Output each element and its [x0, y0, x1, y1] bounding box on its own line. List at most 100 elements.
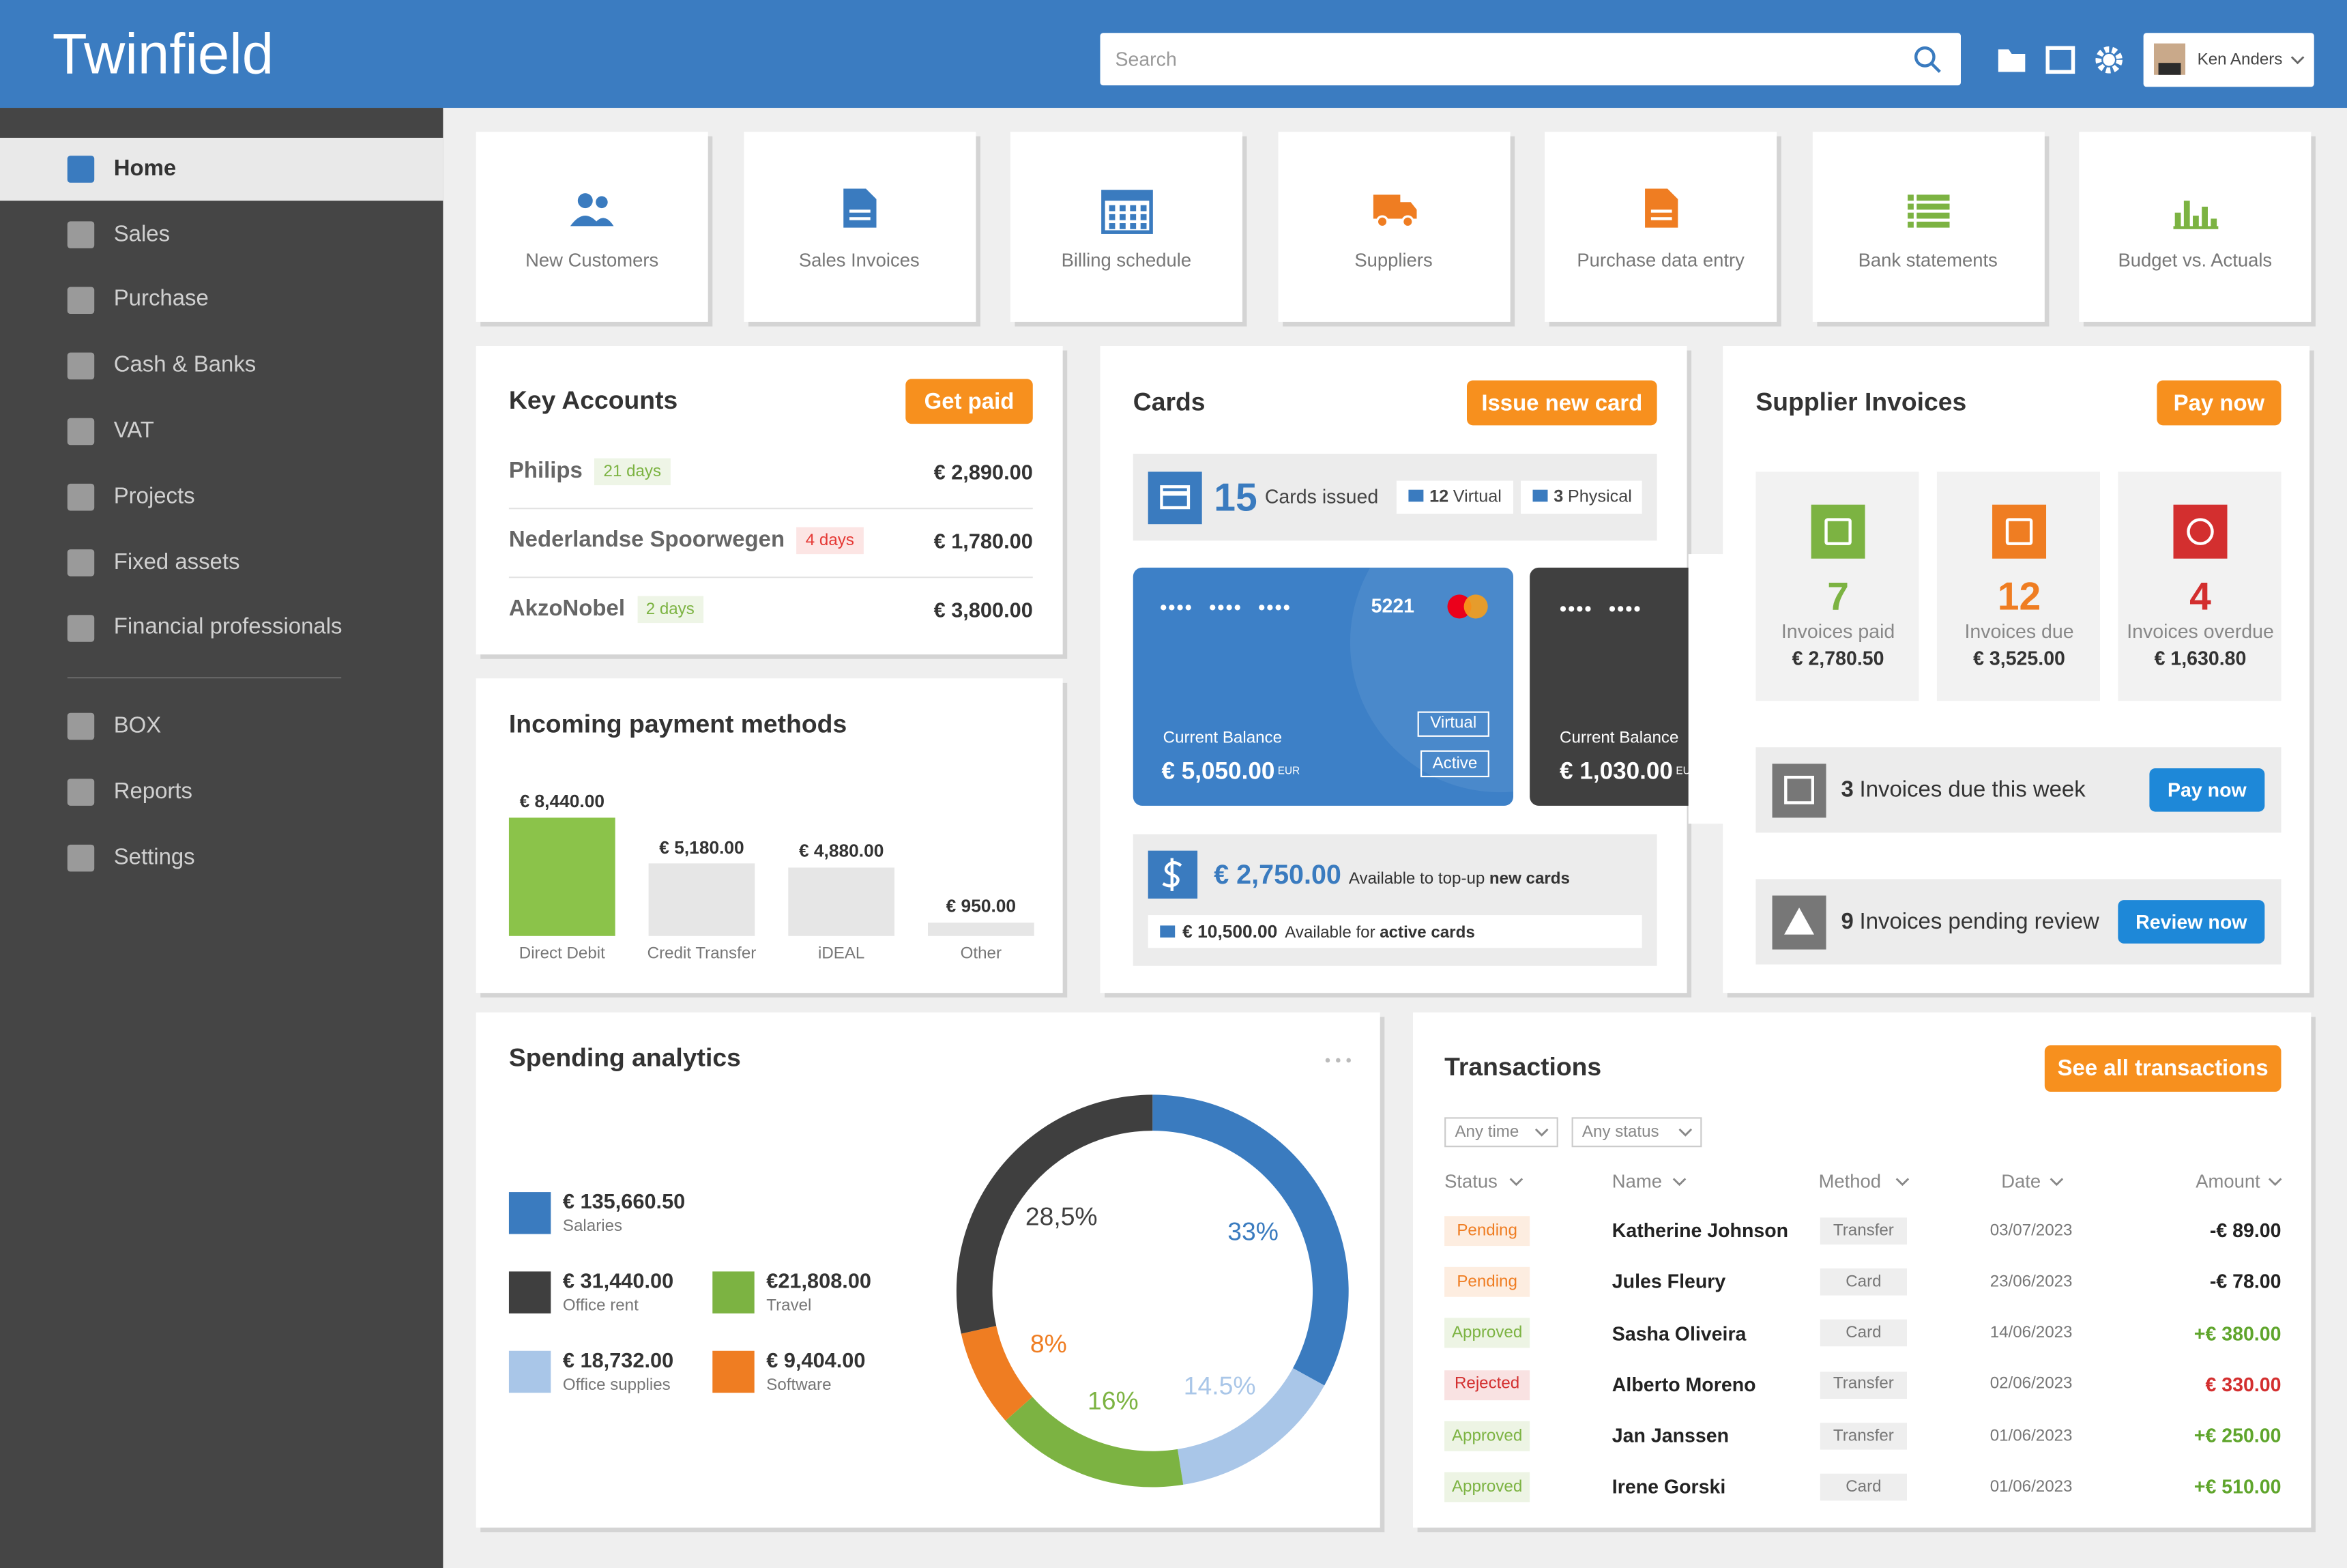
icon-part [1103, 191, 1152, 201]
donut-label: 16% [1087, 1386, 1139, 1415]
legend-label: Travel [766, 1296, 812, 1315]
panel-title: Supplier Invoices [1755, 388, 1967, 417]
shortcut-label[interactable]: Billing schedule [1061, 250, 1192, 272]
legend-swatch [508, 1271, 551, 1313]
bar-category-label: Direct Debit [519, 944, 605, 963]
sidebar-item[interactable]: Settings [113, 844, 195, 870]
account-name: Nederlandse Spoorwegen [508, 527, 785, 553]
active-amount: € 10,500.00 [1182, 920, 1278, 942]
topup-label: new cards [1489, 870, 1570, 888]
icon-part [2174, 212, 2181, 228]
row-divider [508, 508, 1033, 510]
account-name: Philips [508, 458, 583, 484]
status-badge: Approved [1451, 1477, 1523, 1496]
stat-amount: € 2,780.50 [1792, 647, 1884, 670]
chevron [2268, 1178, 2282, 1187]
chart-title: Spending analytics [508, 1044, 741, 1073]
bar-category-label: Other [960, 944, 1002, 963]
sidebar-item[interactable]: Reports [113, 778, 192, 804]
method-badge-bg [1820, 1268, 1908, 1296]
sidebar-item[interactable]: Cash & Banks [113, 352, 257, 378]
button[interactable]: Pay now [2149, 768, 2265, 812]
donut-segment [1005, 1397, 1184, 1487]
bar-category-label: Credit Transfer [647, 944, 757, 963]
shortcut-tile[interactable] [1010, 132, 1242, 322]
panel-title: Cards [1133, 388, 1206, 417]
sidebar-item[interactable]: Financial professionals [113, 614, 342, 640]
shortcut-label[interactable]: Purchase data entry [1577, 250, 1745, 272]
stat-icon-glyph [2005, 518, 2033, 545]
column-header[interactable]: Date [2001, 1170, 2041, 1192]
sidebar-item[interactable]: Fixed assets [113, 549, 240, 575]
icon-part [1109, 214, 1116, 220]
shortcut-label[interactable]: Suppliers [1354, 250, 1433, 272]
sidebar-icon [67, 615, 95, 642]
column-header[interactable]: Status [1444, 1170, 1498, 1192]
shortcut-label[interactable]: Sales Invoices [798, 250, 920, 272]
filter-dropdown[interactable] [1571, 1117, 1702, 1148]
stat-count: 7 [1827, 572, 1849, 618]
transaction-date: 01/06/2023 [1989, 1426, 2073, 1445]
chevron [1678, 1128, 1693, 1137]
stat-label: Invoices paid [1781, 620, 1895, 643]
sidebar-icon [67, 221, 95, 248]
shortcut-tile[interactable] [476, 132, 708, 322]
chip-icon [1532, 489, 1548, 502]
inbox-icon [2045, 46, 2075, 74]
column-header[interactable]: Amount [2196, 1170, 2260, 1192]
sidebar-icon [67, 352, 95, 380]
balance: € 5,050.00 [1161, 759, 1275, 785]
column-header[interactable]: Method [1818, 1170, 1882, 1192]
button[interactable]: Issue new card [1467, 380, 1657, 426]
legend-label: Software [766, 1376, 832, 1394]
status-badge: Rejected [1454, 1375, 1520, 1393]
button[interactable]: Review now [2118, 900, 2265, 944]
icon-part [1130, 214, 1137, 220]
status-badge-bg [1444, 1216, 1530, 1247]
icon-part [2211, 218, 2217, 228]
donut-segment [961, 1326, 1033, 1421]
shortcut-label[interactable]: Budget vs. Actuals [2118, 250, 2273, 272]
sidebar-icon [67, 712, 95, 740]
status-badge: Pending [1457, 1221, 1517, 1240]
legend-amount: €21,808.00 [766, 1267, 872, 1292]
cards-count: 15 [1214, 474, 1257, 519]
icon-part [1650, 209, 1672, 213]
more-dot [1346, 1058, 1351, 1063]
active-bar [1148, 915, 1642, 948]
sidebar-item[interactable]: Sales [113, 220, 171, 247]
transaction-amount: € 330.00 [2205, 1373, 2282, 1396]
sidebar-item[interactable]: VAT [113, 418, 154, 444]
status-badge: Approved [1451, 1324, 1523, 1342]
card-balance: € 1,030.00 EUR [1560, 755, 1698, 791]
sidebar-icon [67, 156, 95, 183]
button[interactable]: Pay now [2157, 380, 2282, 426]
icon-part [849, 209, 871, 213]
stat-amount: € 1,630.80 [2154, 647, 2247, 670]
shortcut-label[interactable]: Bank statements [1858, 250, 1998, 272]
icon-part [1916, 194, 1950, 201]
button[interactable]: Get paid [905, 379, 1033, 424]
alert-label: Invoices due this week [1859, 777, 2086, 803]
shortcut-label[interactable]: New Customers [525, 250, 659, 272]
sidebar-item[interactable]: Purchase [113, 286, 209, 313]
chip-icon [1160, 925, 1176, 938]
icon-part [1130, 223, 1137, 229]
sidebar-item[interactable]: BOX [113, 712, 162, 738]
card-brand [1447, 594, 1472, 619]
currency: EUR [1676, 766, 1698, 778]
column-header[interactable]: Name [1612, 1170, 1662, 1192]
legend-amount: € 9,404.00 [766, 1347, 866, 1371]
more-dot [1336, 1058, 1341, 1063]
button[interactable]: See all transactions [2044, 1045, 2282, 1092]
chip-count: 3 [1554, 488, 1564, 506]
method-badge: Card [1846, 1324, 1882, 1342]
sidebar-item[interactable]: Home [113, 155, 177, 182]
transaction-name: Jules Fleury [1612, 1271, 1726, 1294]
shortcut-icon [1373, 194, 1417, 229]
shortcut-tile[interactable] [1277, 132, 1510, 322]
transaction-name: Jan Janssen [1612, 1424, 1730, 1447]
search-box[interactable] [1100, 33, 1961, 86]
sidebar-item[interactable]: Projects [113, 483, 195, 509]
bar [648, 863, 755, 936]
